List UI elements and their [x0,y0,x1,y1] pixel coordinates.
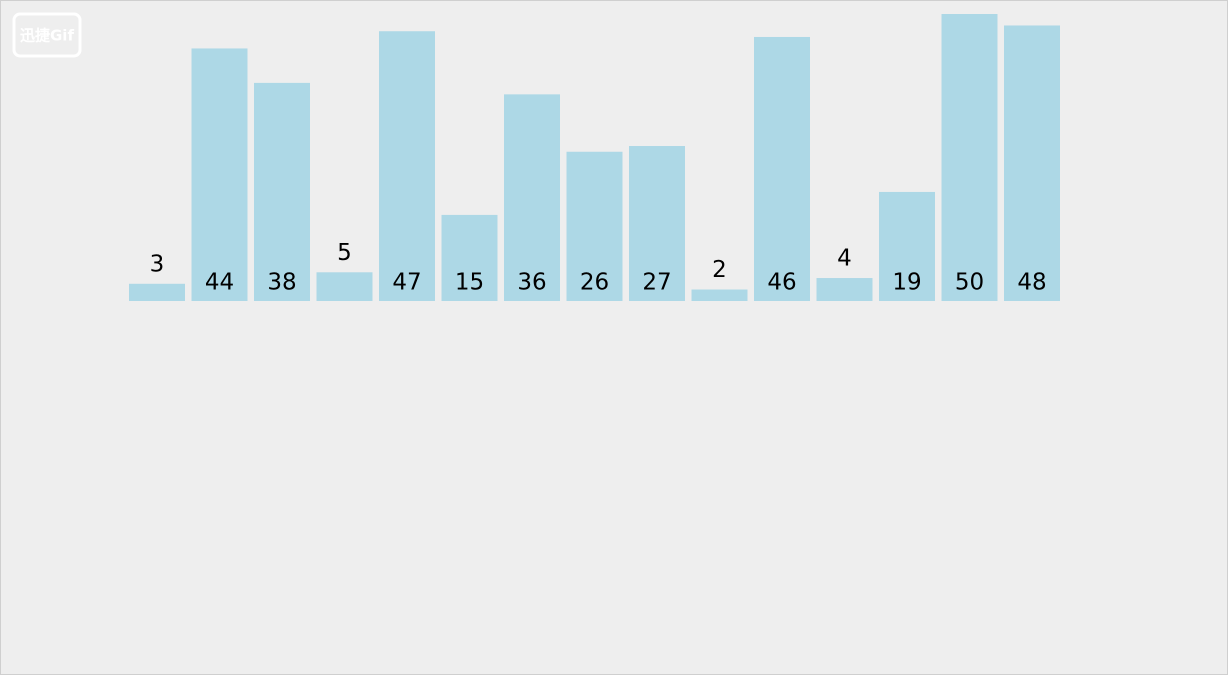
value-label: 48 [1017,270,1046,296]
value-label: 2 [712,257,727,283]
value-label: 50 [955,270,984,296]
value-label: 46 [767,270,796,296]
watermark-frame [12,12,82,58]
value-label: 27 [642,270,671,296]
value-label: 4 [837,246,852,272]
bar [129,283,185,301]
bar [254,82,310,301]
value-label: 3 [150,251,165,277]
bar [504,94,560,301]
bar [816,278,873,301]
bar [566,151,623,301]
bar [191,48,248,301]
value-label: 36 [517,270,546,296]
value-label: 38 [267,270,296,296]
bar [316,272,373,301]
bar [879,191,935,301]
value-label: 44 [205,270,234,296]
bar [754,36,810,302]
watermark: 迅捷Gif [20,27,74,45]
value-label: 26 [580,270,609,296]
bar [1004,25,1060,301]
bar [691,289,748,301]
bar [629,146,685,301]
value-label: 47 [392,270,421,296]
bar [379,31,435,301]
value-label: 19 [892,270,921,296]
value-label: 5 [337,240,352,266]
value-label: 15 [455,270,484,296]
bar [941,14,998,301]
bar [441,214,498,301]
